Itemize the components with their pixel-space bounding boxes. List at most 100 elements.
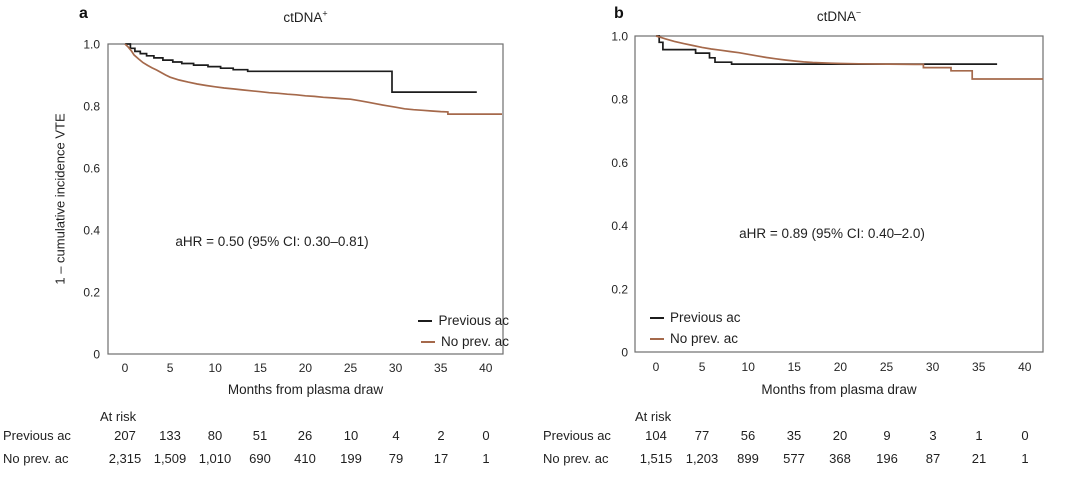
x-tick-label: 10 <box>209 361 223 375</box>
x-tick-label: 20 <box>834 360 848 374</box>
legend-line-swatch <box>650 337 664 340</box>
y-tick-label: 1.0 <box>611 30 628 44</box>
panel-b-title-text: ctDNA <box>816 9 856 24</box>
risk-count: 2,315 <box>108 451 142 466</box>
risk-count: 77 <box>694 428 710 443</box>
y-tick-label: 0 <box>93 348 100 362</box>
risk-count: 9 <box>883 428 891 443</box>
x-tick-label: 35 <box>434 361 448 375</box>
panel-a-title-text: ctDNA <box>283 10 323 25</box>
y-tick-label: 0.2 <box>83 286 100 300</box>
at-risk-header: At risk <box>100 409 137 424</box>
panel-a-title-superscript: + <box>322 8 328 19</box>
panel-b: 1.0 0.8 0.6 0.4 0.2 0 0 5 10 15 20 25 30 35 40 b ctDNA… <box>540 0 1080 482</box>
panel-a-risk-table: At risk Previous ac 207 133 80 51 26 10 4 2 0 No pr… <box>3 409 490 466</box>
risk-count: 577 <box>783 451 805 466</box>
risk-row-label: Previous ac <box>3 428 71 443</box>
risk-count: 1 <box>975 428 983 443</box>
x-tick-label: 25 <box>344 361 358 375</box>
legend-item: Previous ac <box>650 307 741 328</box>
x-tick-label: 35 <box>972 360 986 374</box>
x-tick-label: 5 <box>699 360 706 374</box>
panel-b-x-axis-label: Months from plasma draw <box>761 382 917 397</box>
x-tick-label: 25 <box>880 360 894 374</box>
panel-a-hazard-ratio-annotation: aHR = 0.50 (95% CI: 0.30–0.81) <box>175 234 369 249</box>
risk-count: 207 <box>114 428 136 443</box>
legend-label: Previous ac <box>670 310 741 325</box>
risk-count: 17 <box>433 451 449 466</box>
y-tick-label: 0.8 <box>83 100 100 114</box>
panel-a: 1.0 0.8 0.6 0.4 0.2 0 0 5 10 15 20 25 30 35 40 a ctDNA… <box>3 5 509 466</box>
risk-count: 1 <box>1021 451 1029 466</box>
risk-row-label: No prev. ac <box>543 451 609 466</box>
y-tick-label: 0 <box>621 346 628 360</box>
x-tick-label: 15 <box>254 361 268 375</box>
legend-item: No prev. ac <box>420 331 509 352</box>
panel-a-title: ctDNA+ <box>108 8 503 25</box>
risk-count: 1,509 <box>153 451 187 466</box>
panel-b-legend: Previous ac No prev. ac <box>650 307 741 349</box>
x-tick-label: 40 <box>1018 360 1032 374</box>
risk-count: 0 <box>1021 428 1029 443</box>
y-tick-label: 0.6 <box>83 162 100 176</box>
risk-count: 21 <box>971 451 987 466</box>
risk-count: 20 <box>832 428 848 443</box>
x-tick-label: 0 <box>122 361 129 375</box>
legend-line-swatch <box>418 319 433 322</box>
x-tick-label: 10 <box>742 360 756 374</box>
panel-a-x-axis-label: Months from plasma draw <box>227 382 384 397</box>
legend-line-swatch <box>420 340 435 343</box>
y-tick-label: 0.4 <box>611 219 628 233</box>
risk-count: 10 <box>343 428 359 443</box>
risk-count: 87 <box>925 451 941 466</box>
curve-previous-ac <box>656 35 998 65</box>
y-tick-label: 1.0 <box>83 38 100 52</box>
risk-count: 79 <box>388 451 404 466</box>
y-tick-label: 0.4 <box>83 224 100 238</box>
risk-count: 133 <box>159 428 181 443</box>
risk-count: 56 <box>740 428 756 443</box>
x-tick-label: 30 <box>389 361 403 375</box>
risk-count: 35 <box>786 428 802 443</box>
risk-count: 410 <box>294 451 316 466</box>
x-tick-label: 0 <box>653 360 660 374</box>
risk-count: 26 <box>297 428 313 443</box>
panel-b-letter: b <box>614 5 624 22</box>
legend-label: No prev. ac <box>440 334 509 349</box>
y-tick-label: 0.8 <box>611 93 628 107</box>
risk-count: 104 <box>645 428 667 443</box>
risk-count: 51 <box>252 428 268 443</box>
legend-line-swatch <box>650 316 664 319</box>
risk-count: 199 <box>340 451 362 466</box>
risk-count: 4 <box>392 428 400 443</box>
x-tick-label: 15 <box>788 360 802 374</box>
x-tick-label: 5 <box>167 361 174 375</box>
curve-no-prev-ac <box>655 35 1044 80</box>
risk-count: 0 <box>482 428 490 443</box>
risk-count: 899 <box>737 451 759 466</box>
legend-item: Previous ac <box>418 310 509 331</box>
risk-row-label: Previous ac <box>543 428 611 443</box>
panel-b-title: ctDNA− <box>635 7 1043 24</box>
risk-count: 1,203 <box>685 451 719 466</box>
legend-label: Previous ac <box>438 313 509 328</box>
panel-b-hazard-ratio-annotation: aHR = 0.89 (95% CI: 0.40–2.0) <box>739 226 925 241</box>
risk-count: 1 <box>482 451 490 466</box>
panel-a-plot: 1.0 0.8 0.6 0.4 0.2 0 0 5 10 15 20 25 30 35 40 <box>83 38 504 375</box>
plot-frame <box>107 43 504 355</box>
risk-count: 3 <box>929 428 937 443</box>
panel-b-plot: 1.0 0.8 0.6 0.4 0.2 0 0 5 10 15 20 25 30 35 40 <box>611 30 1044 374</box>
y-tick-label: 0.2 <box>611 282 628 296</box>
legend-label: No prev. ac <box>670 331 739 346</box>
at-risk-header: At risk <box>635 409 672 424</box>
curve-no-prev-ac <box>124 43 502 115</box>
panel-a-legend: Previous ac No prev. ac <box>418 310 509 352</box>
risk-count: 2 <box>437 428 445 443</box>
curve-previous-ac <box>125 43 477 93</box>
risk-count: 368 <box>829 451 851 466</box>
risk-count: 1,515 <box>639 451 673 466</box>
y-tick-label: 0.6 <box>611 156 628 170</box>
risk-row-label: No prev. ac <box>3 451 69 466</box>
panel-b-title-superscript: − <box>855 7 862 18</box>
risk-count: 1,010 <box>198 451 232 466</box>
